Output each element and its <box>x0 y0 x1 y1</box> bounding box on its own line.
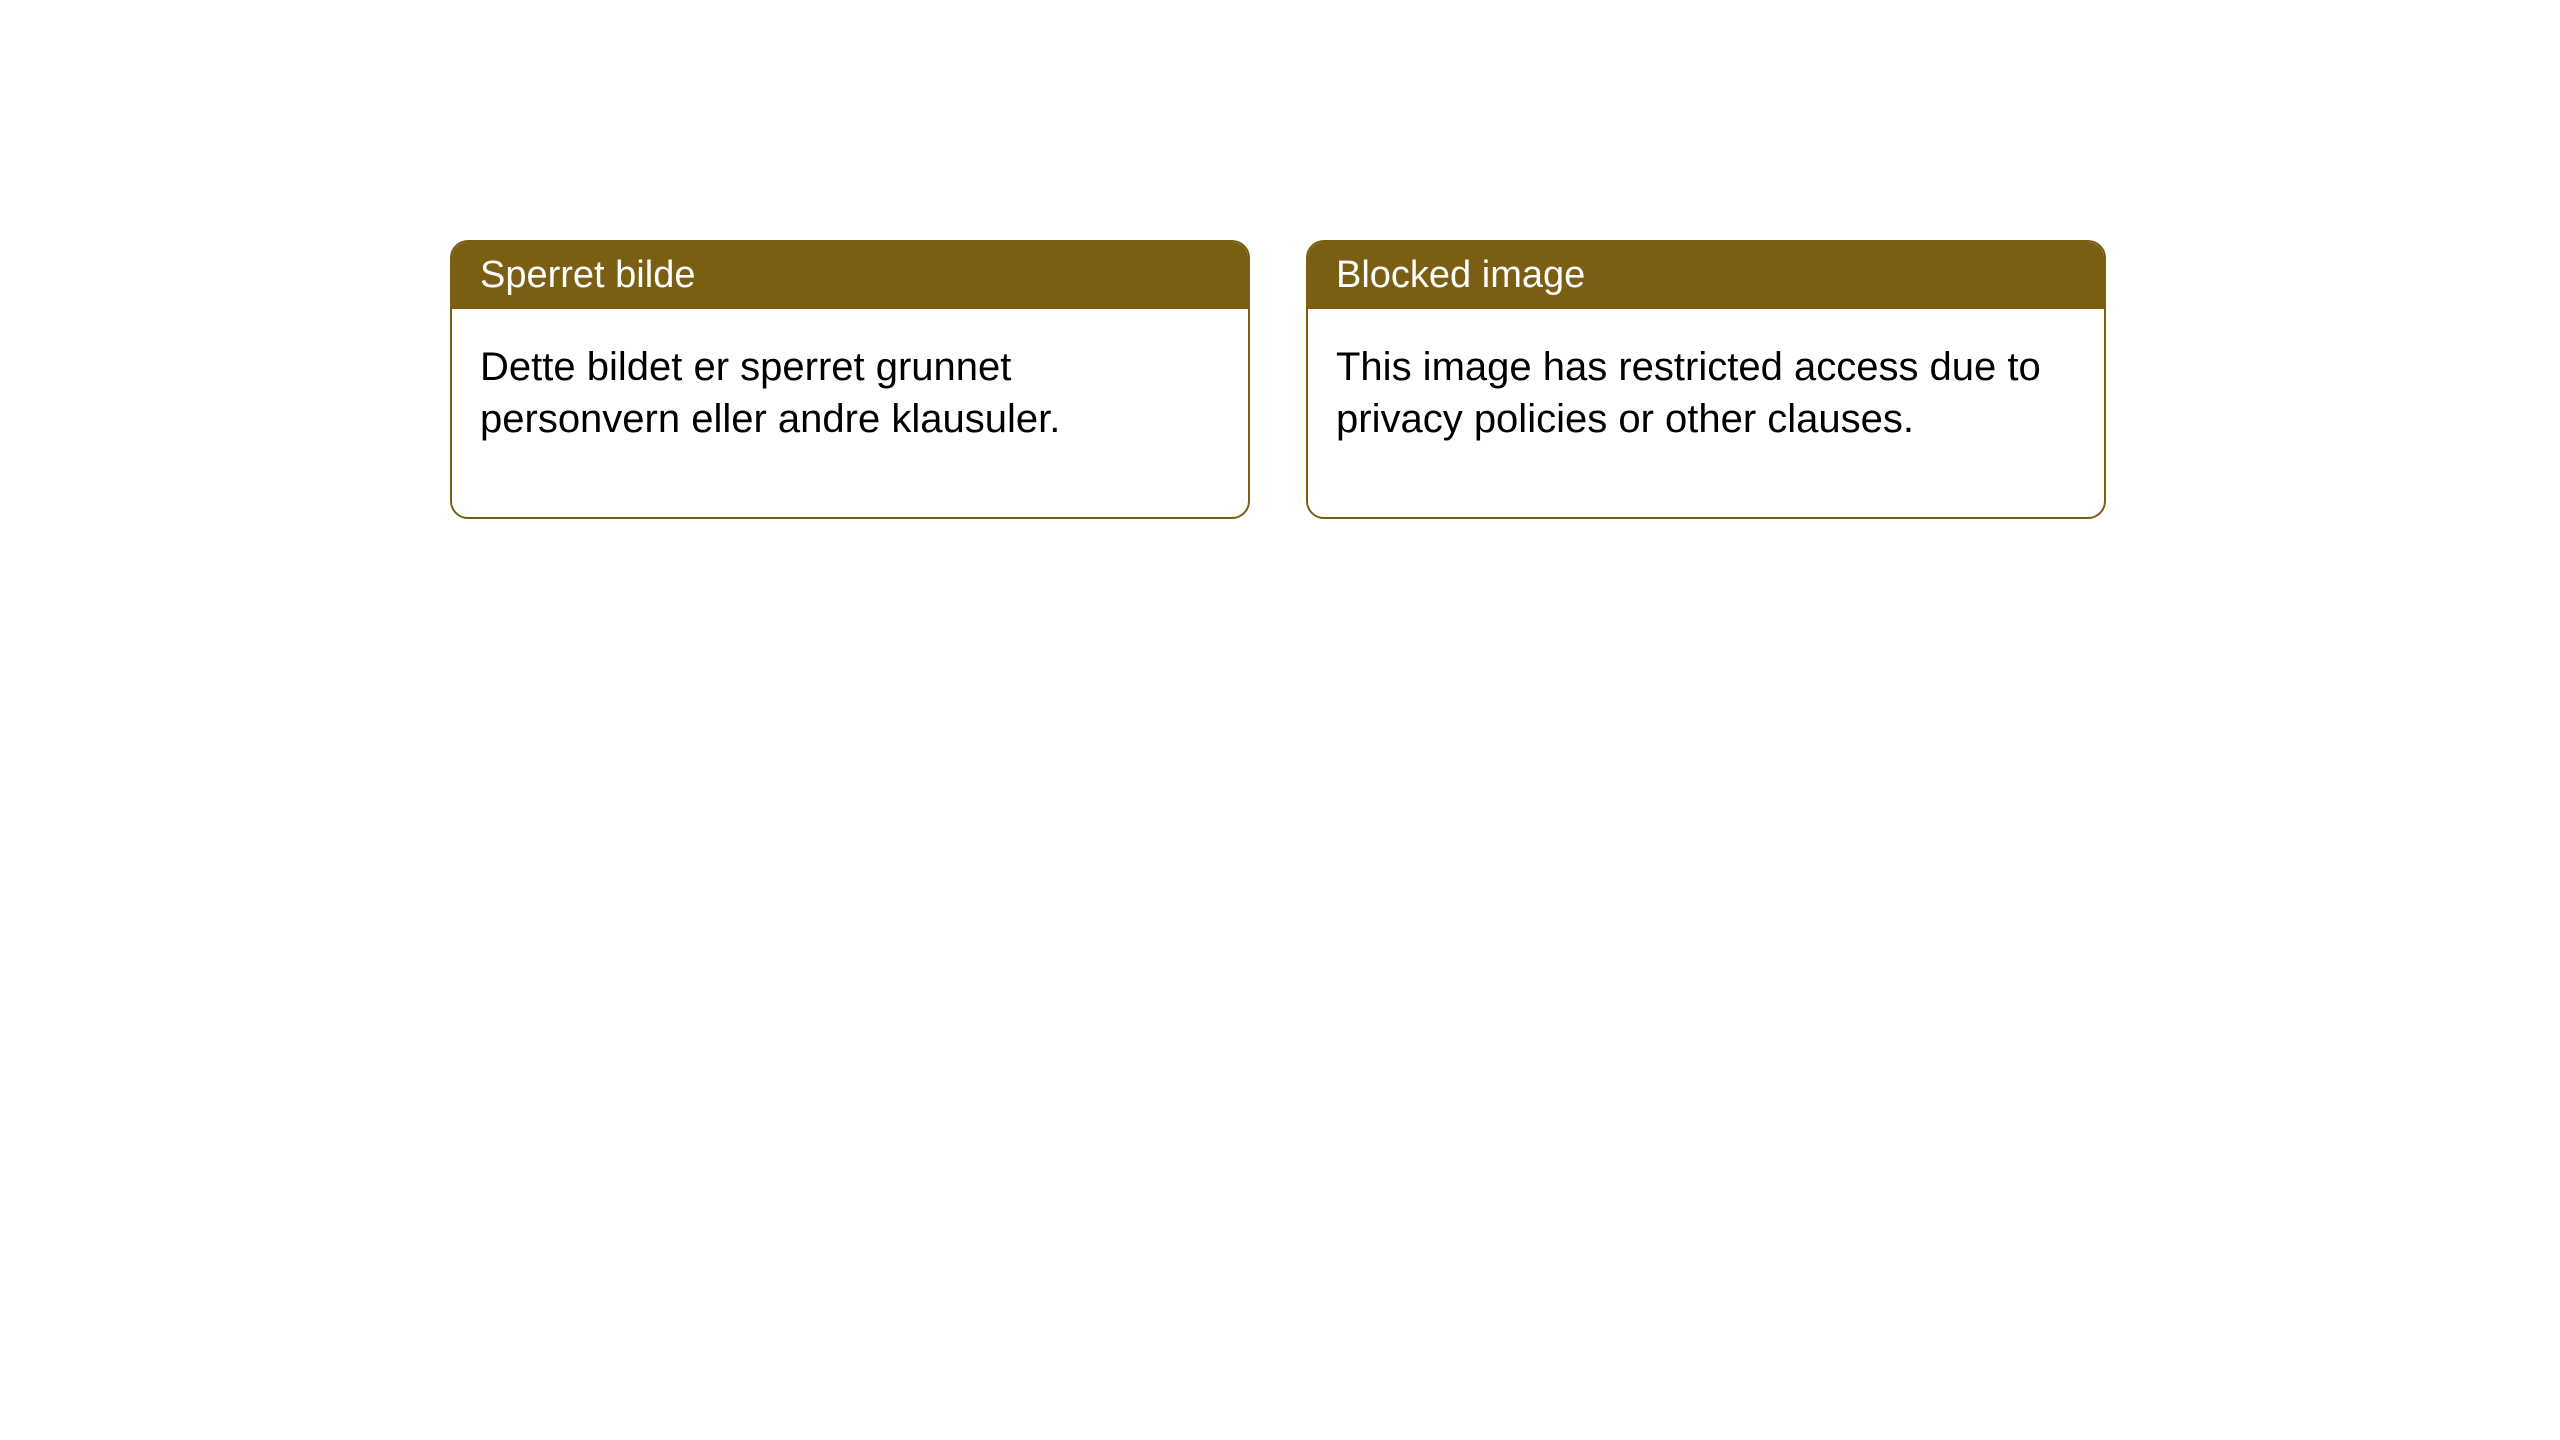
notice-container: Sperret bilde Dette bildet er sperret gr… <box>450 240 2106 519</box>
notice-header: Sperret bilde <box>452 242 1248 309</box>
notice-body: This image has restricted access due to … <box>1308 309 2104 517</box>
notice-body: Dette bildet er sperret grunnet personve… <box>452 309 1248 517</box>
notice-box-norwegian: Sperret bilde Dette bildet er sperret gr… <box>450 240 1250 519</box>
notice-header: Blocked image <box>1308 242 2104 309</box>
notice-box-english: Blocked image This image has restricted … <box>1306 240 2106 519</box>
